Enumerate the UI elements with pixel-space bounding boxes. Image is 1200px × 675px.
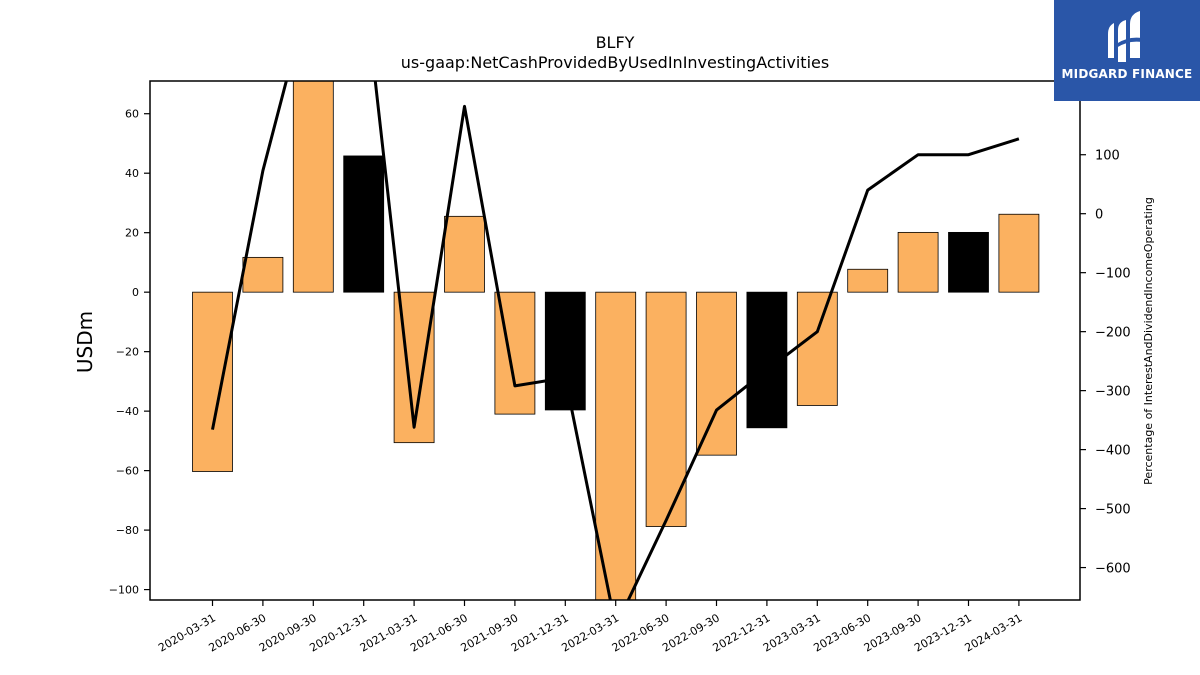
y-tick-label: −60 [116, 465, 139, 478]
y-tick-label: 60 [125, 108, 139, 121]
logo-text: MIDGARD FINANCE [1061, 67, 1193, 81]
y2-tick-label: −300 [1095, 385, 1131, 400]
y-axis-label: USDm [73, 311, 97, 373]
y2-tick-label: −600 [1095, 562, 1131, 577]
y2-tick-label: −500 [1095, 503, 1131, 518]
y-tick-label: 0 [132, 286, 139, 299]
y2-tick-label: −400 [1095, 444, 1131, 459]
bar [998, 213, 1040, 293]
y2-tick-label: 100 [1095, 149, 1120, 164]
y-tick-label: −20 [116, 346, 139, 359]
brand-logo: MIDGARD FINANCE [1054, 0, 1200, 101]
bar [444, 215, 485, 293]
bar [948, 231, 989, 293]
bar [595, 291, 637, 600]
bar [343, 155, 385, 293]
x-tick-label: 2024-03-31 [963, 611, 1025, 654]
bar-series [192, 81, 1040, 600]
y2-tick-label: 0 [1095, 208, 1103, 223]
y-tick-label: 40 [125, 167, 139, 180]
y-tick-label: −100 [109, 584, 139, 597]
y2-axis-label: Percentage of InterestAndDividendIncomeO… [1142, 197, 1155, 485]
bar [544, 291, 586, 411]
bar [645, 291, 687, 527]
y-tick-label: −80 [116, 524, 139, 537]
chart-subtitle: us-gaap:NetCashProvidedByUsedInInvesting… [401, 53, 829, 72]
y2-tick-label: −200 [1095, 326, 1131, 341]
line-series [211, 81, 1020, 600]
line-series-path [211, 81, 1020, 600]
bar [242, 256, 284, 293]
bar [796, 291, 838, 406]
y-tick-label: 20 [125, 227, 139, 240]
chart-title: BLFY [596, 33, 635, 52]
bar [696, 291, 737, 456]
plot-frame [149, 80, 1081, 601]
bar [192, 291, 233, 472]
bar [897, 231, 939, 293]
bar [847, 268, 889, 293]
y-tick-label: −40 [116, 405, 139, 418]
y2-tick-label: −100 [1095, 267, 1131, 282]
logo-mark-icon [1108, 11, 1142, 62]
bar [292, 81, 334, 293]
